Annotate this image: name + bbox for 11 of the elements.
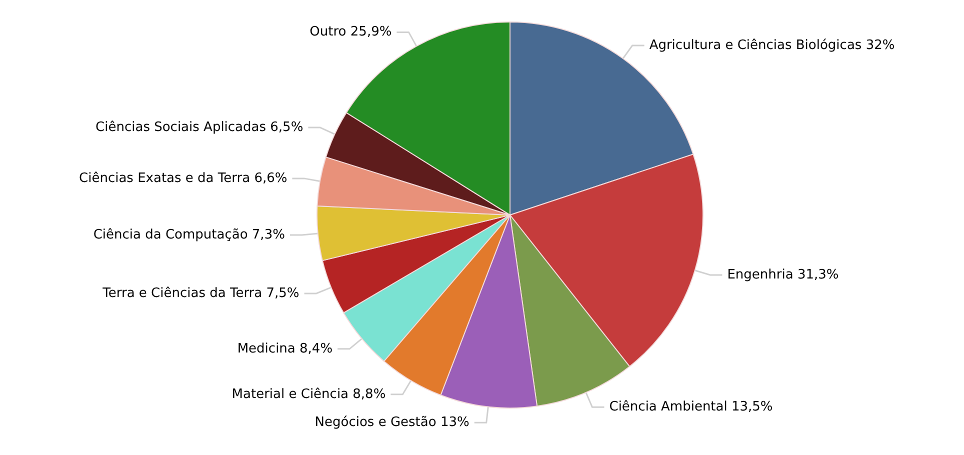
slice-label: Negócios e Gestão 13% (314, 415, 470, 430)
slice-label: Engenhria 31,3% (727, 267, 839, 282)
slice-label: Material e Ciência 8,8% (232, 386, 386, 402)
slice-label: Outro 25,9% (310, 24, 392, 40)
slice-label: Ciências Sociais Aplicadas 6,5% (96, 120, 304, 136)
slice-label: Agricultura e Ciências Biológicas 32% (649, 38, 895, 54)
slice-label: Ciência da Computação 7,3% (93, 227, 285, 242)
slice-label: Medicina 8,4% (237, 341, 333, 356)
slice-label: Terra e Ciências da Terra 7,5% (102, 286, 300, 301)
slice-label: Ciências Exatas e da Terra 6,6% (79, 170, 288, 186)
slice-label: Ciência Ambiental 13,5% (609, 400, 773, 415)
